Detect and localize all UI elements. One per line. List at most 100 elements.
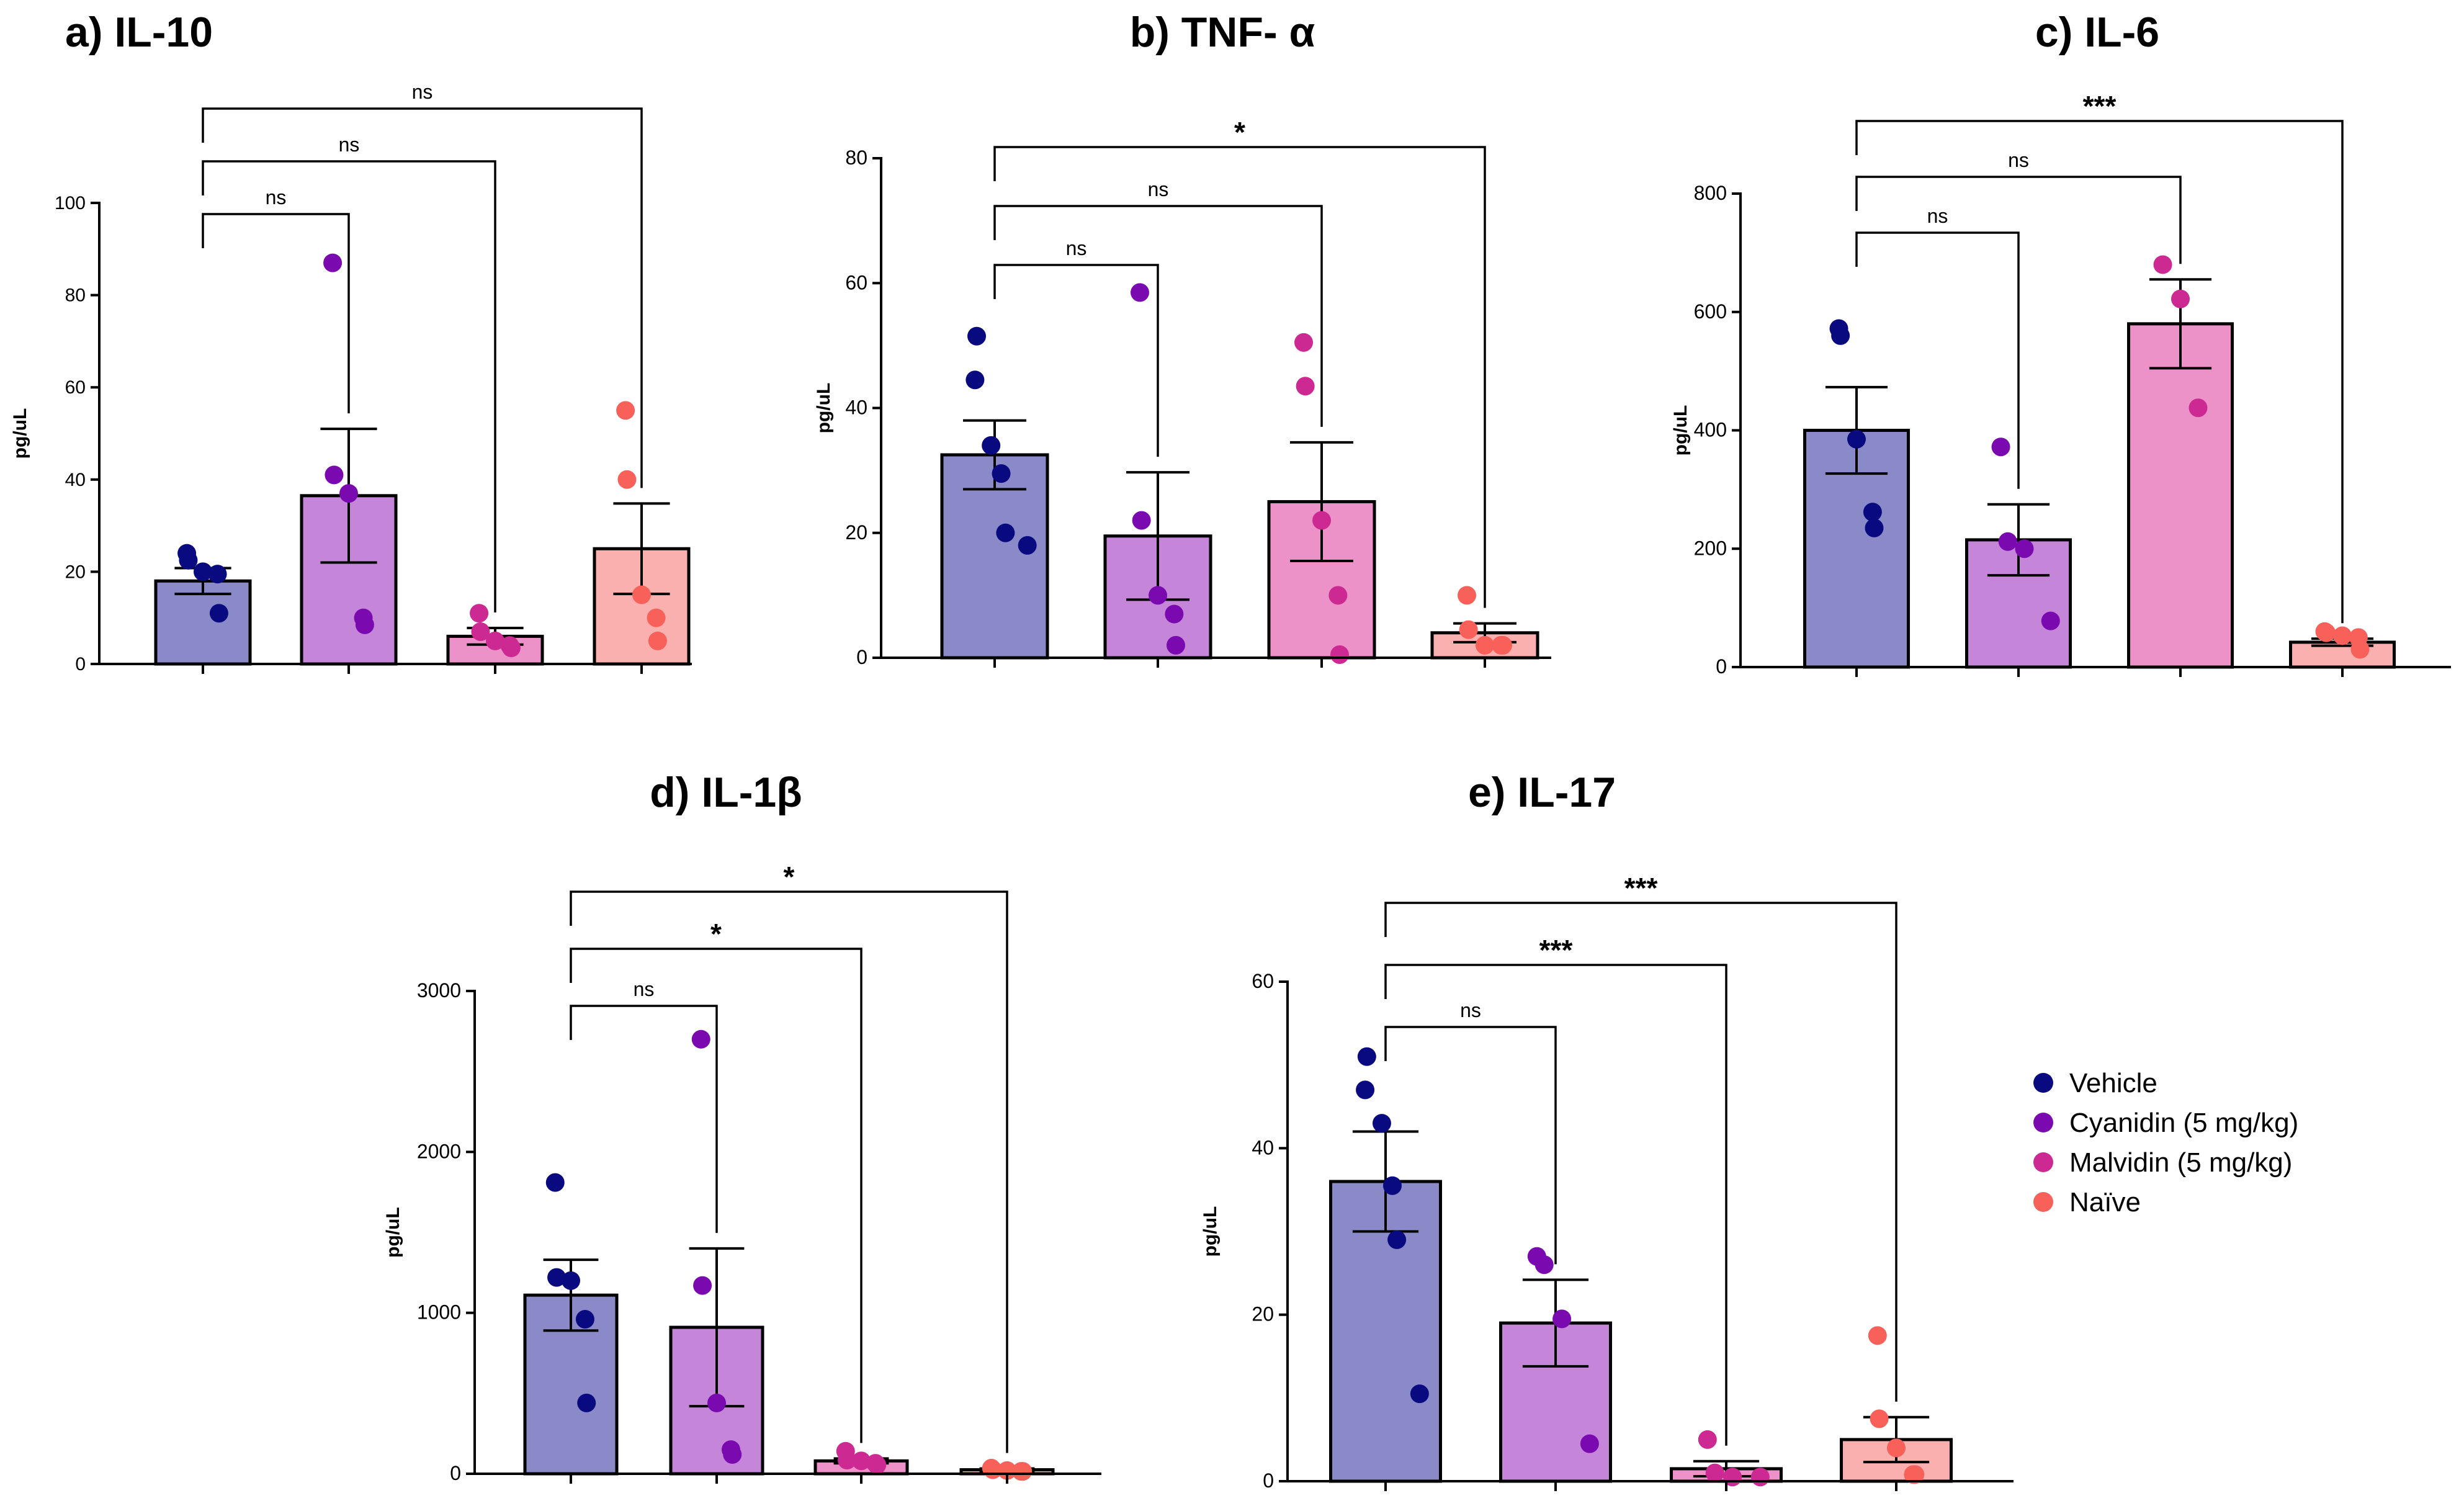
y-tick-label: 0	[1263, 1469, 1274, 1492]
data-point	[208, 565, 227, 584]
legend-item: Cyanidin (5 mg/kg)	[2033, 1108, 2298, 1138]
data-point	[992, 464, 1011, 483]
data-point	[2171, 289, 2190, 308]
chart-title: d) IL-1β	[650, 769, 802, 816]
y-axis-label: pg/uL	[10, 408, 30, 459]
data-point	[2041, 611, 2060, 630]
data-point	[323, 253, 343, 272]
data-point	[1166, 635, 1185, 655]
significance-label: ***	[1624, 872, 1658, 904]
y-tick-label: 60	[65, 377, 86, 398]
y-tick-label: 20	[65, 562, 86, 582]
y-tick-label: 0	[75, 654, 86, 675]
legend-item: Malvidin (5 mg/kg)	[2033, 1147, 2292, 1178]
data-point	[1863, 503, 1882, 522]
bar-4	[2289, 640, 2396, 669]
y-tick-label: 0	[1716, 655, 1727, 678]
data-point	[1018, 536, 1037, 555]
legend: Vehicle Cyanidin (5 mg/kg) Malvidin (5 mg/…	[2033, 1068, 2298, 1217]
data-point	[967, 326, 987, 346]
data-point	[470, 604, 489, 623]
data-point	[982, 436, 1001, 455]
data-point	[1831, 326, 1850, 345]
chart-title: b) TNF- α	[1130, 9, 1315, 56]
data-point	[1552, 1309, 1572, 1329]
y-tick-label: 100	[55, 193, 86, 213]
significance-bracket-3: *	[570, 861, 1008, 1453]
significance-bracket-1: ns	[570, 978, 718, 1233]
y-tick-label: 1000	[417, 1301, 461, 1324]
data-point	[471, 622, 490, 641]
chart-title: c) IL-6	[2035, 9, 2159, 56]
data-point	[325, 465, 344, 485]
data-point	[1356, 1080, 1375, 1100]
data-point	[691, 1029, 710, 1049]
chart-panel-5: e) IL-17 pg/uL 0 20 40 60 ns *** ***	[1200, 769, 2014, 1492]
y-tick-label: 40	[1252, 1136, 1274, 1159]
data-point	[1493, 635, 1512, 655]
data-point	[1476, 635, 1494, 655]
data-point	[693, 1276, 712, 1295]
data-point	[1991, 437, 2010, 457]
chart-title: a) IL-10	[65, 9, 213, 56]
significance-bracket-1: ns	[202, 186, 350, 414]
significance-label: ns	[1066, 237, 1087, 259]
data-point	[545, 1173, 565, 1192]
chart-title: e) IL-17	[1468, 769, 1616, 816]
y-tick-label: 60	[1252, 970, 1274, 992]
chart-panel-3: c) IL-6 pg/uL 0 200 400 600 800 ns ns ***	[1670, 9, 2451, 678]
data-point	[194, 562, 212, 581]
data-point	[1131, 283, 1150, 302]
chart-panel-1: a) IL-10 pg/uL 0 20 40 60 80 100 ns ns ns	[10, 9, 692, 675]
significance-bracket-2: *	[570, 918, 862, 1443]
data-point	[577, 1393, 596, 1412]
data-point	[1132, 511, 1151, 530]
legend-label: Cyanidin (5 mg/kg)	[2069, 1108, 2298, 1138]
data-point	[1312, 511, 1331, 530]
data-point	[1865, 518, 1884, 537]
significance-label: *	[1234, 116, 1245, 148]
legend-label: Vehicle	[2069, 1068, 2157, 1098]
data-point	[647, 608, 666, 627]
data-point	[1013, 1462, 1033, 1481]
significance-label: ns	[1927, 205, 1948, 227]
significance-label: ns	[1460, 999, 1481, 1021]
data-point	[707, 1393, 726, 1412]
significance-bracket-1: ns	[1384, 999, 1557, 1265]
significance-bracket-3: ns	[202, 81, 643, 488]
data-point	[1705, 1463, 1724, 1482]
data-point	[1328, 586, 1348, 605]
error-bar-2	[1987, 503, 2050, 577]
significance-bracket-2: ***	[1384, 934, 1727, 1446]
y-tick-label: 20	[845, 521, 867, 544]
legend-item: Naïve	[2033, 1187, 2141, 1217]
data-point	[616, 401, 635, 420]
significance-label: ns	[1148, 178, 1169, 200]
significance-label: *	[710, 918, 722, 950]
y-tick-label: 60	[845, 271, 867, 294]
data-point	[838, 1450, 857, 1469]
data-point	[1149, 586, 1167, 605]
y-tick-label: 200	[1694, 537, 1727, 559]
significance-bracket-2: ns	[1855, 149, 2182, 264]
significance-bracket-1: ns	[993, 237, 1159, 457]
y-tick-label: 80	[65, 285, 86, 306]
significance-label: *	[784, 861, 795, 893]
significance-label: ns	[634, 978, 655, 1000]
data-point	[2188, 398, 2208, 418]
data-point	[617, 470, 637, 489]
y-tick-label: 40	[65, 470, 86, 490]
data-point	[1868, 1326, 1887, 1345]
data-point	[501, 638, 521, 657]
y-tick-label: 3000	[417, 979, 461, 1002]
data-point	[723, 1445, 742, 1464]
significance-bracket-1: ns	[1855, 205, 2020, 489]
significance-label: ns	[2008, 149, 2029, 171]
y-axis-label: pg/uL	[1200, 1206, 1221, 1257]
data-point	[1459, 620, 1478, 639]
data-point	[1165, 604, 1184, 624]
legend-item: Vehicle	[2033, 1068, 2157, 1098]
data-point	[2350, 640, 2370, 659]
